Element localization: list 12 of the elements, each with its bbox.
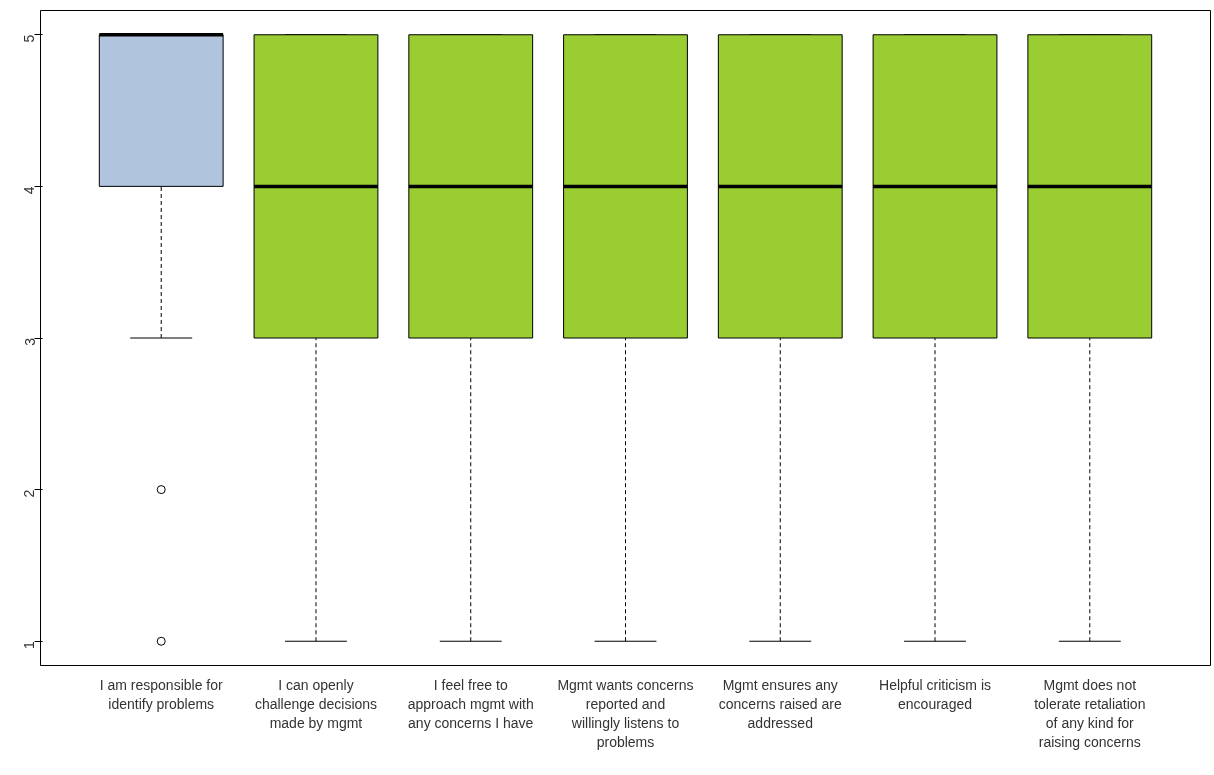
x-tick-label: Mgmt does not tolerate retaliation of any kind for raising concerns	[1034, 676, 1146, 751]
y-tick-label: 4	[21, 186, 38, 195]
y-tick-label: 3	[21, 337, 38, 346]
x-tick-label: Mgmt wants concerns reported and willingly listens to problems	[557, 676, 694, 751]
x-tick-label: Helpful criticism is encouraged	[879, 676, 992, 712]
x-tick-label: I can openly challenge decisions made by mgmt	[254, 676, 378, 731]
x-tick-label: Mgmt ensures any concerns raised are addressed	[718, 676, 842, 731]
x-tick-label: I am responsible for identify problems	[99, 676, 224, 712]
y-tick-label: 2	[21, 489, 38, 498]
y-tick-label: 5	[21, 34, 38, 43]
x-tick-label: I feel free to approach mgmt with any concerns I have	[407, 676, 534, 731]
y-tick-label: 1	[21, 641, 38, 650]
